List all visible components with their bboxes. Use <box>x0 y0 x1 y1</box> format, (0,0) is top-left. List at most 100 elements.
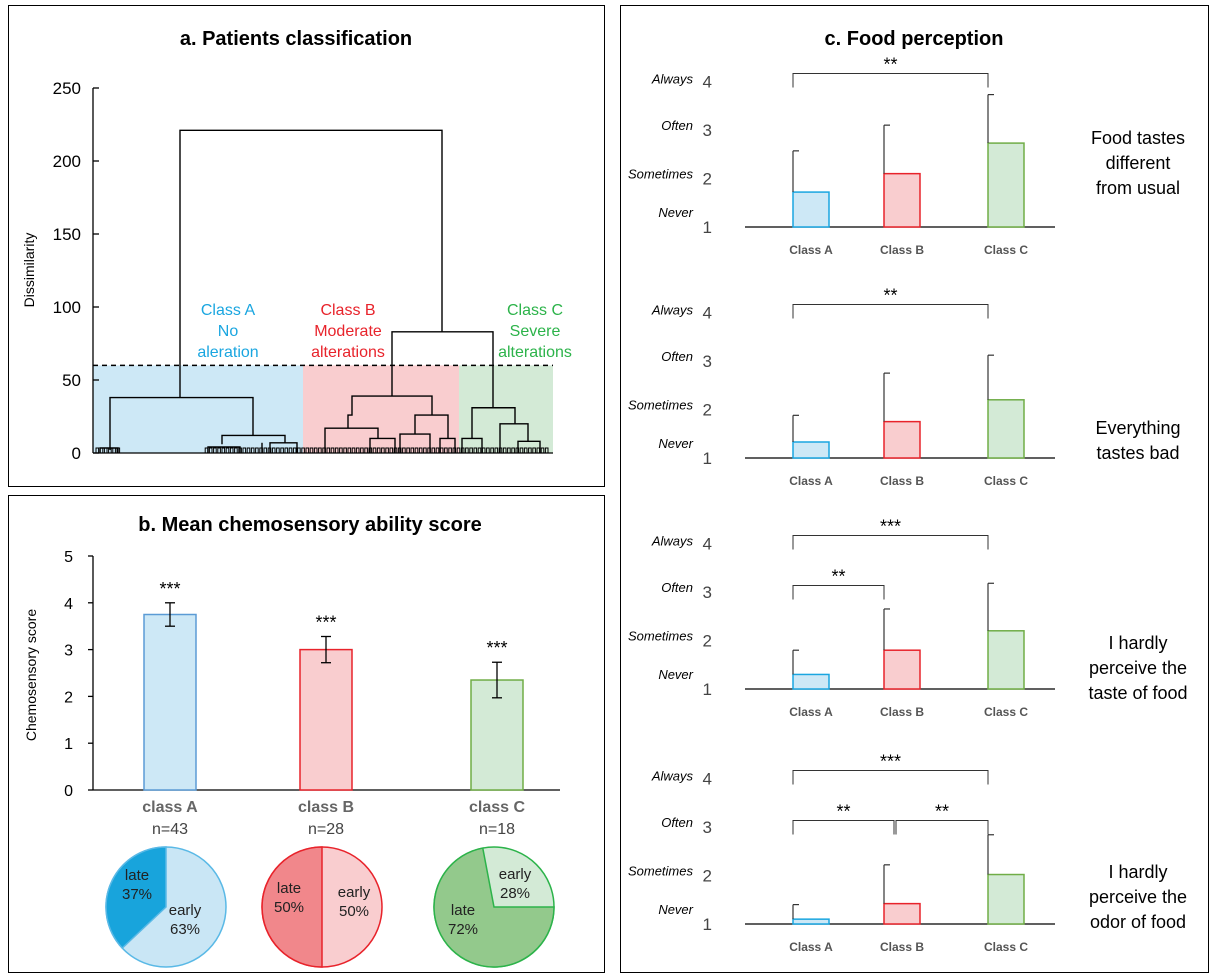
significance-bracket <box>792 770 989 785</box>
food-item-caption: taste of food <box>1088 683 1187 703</box>
cluster-label: Class C <box>507 302 563 319</box>
significance-marker: *** <box>159 579 180 599</box>
freq-label: Always <box>651 534 694 549</box>
pie-label: late <box>277 880 301 897</box>
pie-percent: 63% <box>170 921 200 938</box>
significance-bracket <box>792 820 895 835</box>
dendrogram-leaves <box>95 447 549 453</box>
freq-tick-label: 1 <box>703 218 712 237</box>
freq-label: Sometimes <box>628 167 694 182</box>
dendrogram-y-tick-label: 50 <box>62 371 81 390</box>
class-n-label: n=28 <box>308 821 344 838</box>
freq-tick-label: 4 <box>703 535 712 554</box>
freq-label: Often <box>661 580 693 595</box>
cluster-b-submerge <box>324 427 379 453</box>
food-bar-2 <box>987 399 1025 459</box>
freq-label: Always <box>651 72 694 87</box>
score-y-tick-label: 2 <box>64 689 73 706</box>
pie-slice-late <box>261 846 323 968</box>
pie-slice-late <box>433 847 555 968</box>
cluster-b-merge <box>347 395 433 429</box>
freq-tick-label: 4 <box>703 73 712 92</box>
dendrogram-y-tick-label: 250 <box>53 79 81 98</box>
pie-label: late <box>125 867 149 884</box>
freq-label: Often <box>661 118 693 133</box>
cluster-a-merge <box>109 396 254 450</box>
freq-label: Never <box>658 205 693 220</box>
score-y-tick-label: 0 <box>64 783 73 800</box>
cluster-b-leafgroup <box>399 433 431 453</box>
pie-label: early <box>338 884 371 901</box>
cluster-b-leafgroup <box>369 437 396 453</box>
pie-label: early <box>169 902 202 919</box>
class-n-label: n=18 <box>479 821 515 838</box>
freq-label: Never <box>658 667 693 682</box>
food-item-caption: perceive the <box>1089 658 1187 678</box>
freq-tick-label: 3 <box>703 583 712 602</box>
food-bar-0 <box>792 191 830 228</box>
cluster-background-2 <box>459 365 553 453</box>
cluster-label: Severe <box>510 323 561 340</box>
cluster-b-leafgroup <box>439 437 456 453</box>
panel-c-food-perception <box>620 5 1209 973</box>
food-bar-1 <box>883 420 921 459</box>
significance-label: *** <box>880 752 901 772</box>
food-item-caption: different <box>1106 153 1171 173</box>
significance-bracket <box>792 73 989 88</box>
class-label: class B <box>298 799 354 816</box>
significance-label: ** <box>883 286 897 306</box>
freq-tick-label: 2 <box>703 632 712 651</box>
significance-marker: *** <box>315 612 336 632</box>
food-category-label: Class B <box>880 243 924 257</box>
food-bar-1 <box>883 649 921 690</box>
pie-percent: 37% <box>122 886 152 903</box>
pie-label: late <box>451 902 475 919</box>
bc-merge <box>391 331 494 408</box>
significance-label: ** <box>831 567 845 587</box>
food-category-label: Class C <box>984 474 1028 488</box>
class-label: class C <box>469 799 525 816</box>
freq-tick-label: 2 <box>703 867 712 886</box>
freq-tick-label: 4 <box>703 304 712 323</box>
food-category-label: Class B <box>880 940 924 954</box>
freq-tick-label: 1 <box>703 449 712 468</box>
food-category-label: Class C <box>984 243 1028 257</box>
food-bar-2 <box>987 873 1025 925</box>
food-bar-0 <box>792 918 830 925</box>
significance-marker: *** <box>486 638 507 658</box>
significance-label: *** <box>880 517 901 537</box>
food-category-label: Class C <box>984 940 1028 954</box>
score-bar-0 <box>143 613 197 791</box>
food-item-caption: tastes bad <box>1096 443 1179 463</box>
freq-tick-label: 2 <box>703 170 712 189</box>
cluster-label: aleration <box>197 344 258 361</box>
pie-label: early <box>499 866 532 883</box>
significance-bracket <box>792 585 885 600</box>
significance-label: ** <box>935 802 949 822</box>
significance-bracket <box>895 820 989 835</box>
pie-percent: 50% <box>274 899 304 916</box>
food-item-caption: odor of food <box>1090 912 1186 932</box>
food-item-caption: I hardly <box>1108 633 1167 653</box>
cluster-c-leafgroup <box>461 437 483 453</box>
cluster-background-1 <box>303 365 459 453</box>
food-bar-1 <box>883 172 921 228</box>
cluster-background-0 <box>93 365 303 453</box>
freq-tick-label: 4 <box>703 770 712 789</box>
freq-label: Never <box>658 436 693 451</box>
food-item-caption: Food tastes <box>1091 128 1185 148</box>
cluster-c-leafgroup <box>517 440 541 453</box>
panel-b-title: b. Mean chemosensory ability score <box>138 514 481 536</box>
food-category-label: Class B <box>880 705 924 719</box>
food-item-caption: perceive the <box>1089 887 1187 907</box>
food-category-label: Class C <box>984 705 1028 719</box>
cluster-b-submerge <box>414 414 449 439</box>
significance-bracket <box>792 304 989 319</box>
significance-bracket <box>792 535 989 550</box>
food-category-label: Class A <box>789 705 833 719</box>
freq-label: Never <box>658 902 693 917</box>
significance-label: ** <box>883 55 897 75</box>
food-item-caption: I hardly <box>1108 862 1167 882</box>
cluster-label: alterations <box>311 344 385 361</box>
food-category-label: Class B <box>880 474 924 488</box>
